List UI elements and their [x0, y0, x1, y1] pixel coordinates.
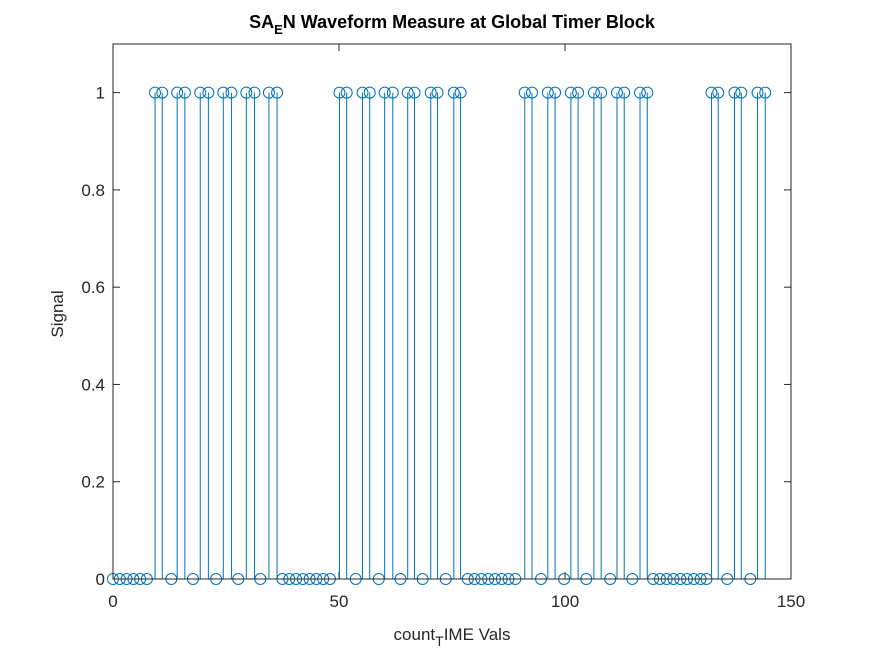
stem-marker [240, 86, 253, 99]
chart-title: SAEN Waveform Measure at Global Timer Bl… [249, 12, 656, 37]
stem-marker [705, 86, 718, 99]
xlabel-part: count [394, 625, 436, 644]
stem-marker [518, 86, 531, 99]
stem-marker [751, 86, 764, 99]
x-tick-label: 150 [777, 592, 805, 611]
y-tick-label: 1 [96, 84, 105, 103]
y-axis-label: Signal [48, 290, 67, 337]
stem-marker [431, 86, 444, 99]
title-part: SA [249, 12, 274, 32]
stem-marker [549, 86, 562, 99]
y-tick-label: 0 [96, 570, 105, 589]
stem-marker [202, 86, 215, 99]
x-axis-label: countTIME Vals [394, 625, 511, 649]
stem-marker [149, 86, 162, 99]
stem-marker [408, 86, 421, 99]
stem-marker [759, 86, 772, 99]
stem-marker [595, 86, 608, 99]
stem-marker [641, 86, 654, 99]
title-subscript: E [274, 22, 283, 37]
stem-marker [171, 86, 184, 99]
stem-marker [634, 86, 647, 99]
stem-marker [618, 86, 631, 99]
stem-marker [340, 86, 353, 99]
stem-marker [262, 86, 275, 99]
stem-marker [356, 86, 369, 99]
x-tick-label: 50 [330, 592, 349, 611]
stem-marker [401, 86, 414, 99]
stem-marker [424, 86, 437, 99]
stem-marker [333, 86, 346, 99]
stem-marker [587, 86, 600, 99]
stem-marker [735, 86, 748, 99]
stem-marker [248, 86, 261, 99]
stem-marker [572, 86, 585, 99]
stem-marker [378, 86, 391, 99]
stem-marker [386, 86, 399, 99]
stem-marker [225, 86, 238, 99]
stem-marker [194, 86, 207, 99]
stem-marker [541, 86, 554, 99]
x-tick-label: 100 [551, 592, 579, 611]
stem-marker [610, 86, 623, 99]
y-tick-label: 0.4 [81, 375, 105, 394]
stem-marker [217, 86, 230, 99]
stem-marker [271, 86, 284, 99]
axes-box [112, 43, 792, 580]
stem-marker [526, 86, 539, 99]
stem-marker [178, 86, 191, 99]
y-tick-label: 0.6 [81, 278, 105, 297]
stem-marker [564, 86, 577, 99]
stem-marker [363, 86, 376, 99]
y-tick-label: 0.8 [81, 181, 105, 200]
stem-marker [454, 86, 467, 99]
stem-marker [728, 86, 741, 99]
stem-marker [447, 86, 460, 99]
y-tick-label: 0.2 [81, 473, 105, 492]
xlabel-subscript: T [435, 633, 444, 649]
x-tick-label: 0 [108, 592, 117, 611]
stem-marker [712, 86, 725, 99]
stem-marker [156, 86, 169, 99]
xlabel-part: IME Vals [444, 625, 511, 644]
title-part: N Waveform Measure at Global Timer Block [283, 12, 656, 32]
